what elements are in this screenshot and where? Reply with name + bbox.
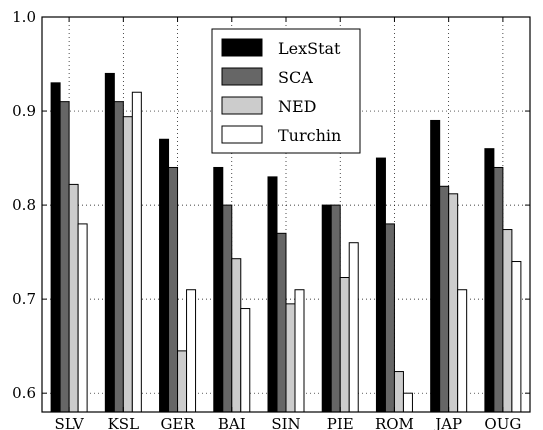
legend-swatch-sca bbox=[221, 67, 263, 86]
bar-ned-rom bbox=[393, 371, 404, 413]
bar-sca-rom bbox=[384, 223, 395, 413]
bar-ned-slv bbox=[68, 183, 79, 413]
bar-ned-oug bbox=[502, 229, 513, 413]
y-tick-label: 0.7 bbox=[12, 290, 36, 308]
bar-lexstat-pie bbox=[321, 204, 332, 413]
bar-lexstat-ger bbox=[159, 138, 170, 413]
bar-sca-ger bbox=[168, 166, 179, 413]
bar-sca-pie bbox=[330, 204, 341, 413]
bar-sca-slv bbox=[59, 101, 70, 413]
bar-ned-pie bbox=[339, 277, 350, 413]
legend-swatch-ned bbox=[221, 96, 263, 115]
bar-turchin-ger bbox=[186, 289, 197, 413]
legend-swatch-lexstat bbox=[221, 38, 263, 57]
bar-turchin-slv bbox=[77, 223, 88, 413]
legend-label-turchin: Turchin bbox=[278, 126, 341, 145]
bar-turchin-ksl bbox=[131, 91, 142, 413]
x-tick-label: KSL bbox=[108, 415, 139, 430]
y-tick-label: 0.8 bbox=[12, 196, 36, 214]
legend-label-lexstat: LexStat bbox=[278, 39, 341, 58]
bar-lexstat-slv bbox=[50, 82, 61, 413]
x-tick-label: JAP bbox=[433, 415, 462, 430]
legend-label-ned: NED bbox=[278, 97, 317, 116]
bar-turchin-oug bbox=[511, 261, 522, 413]
x-tick-label: OUG bbox=[484, 415, 521, 430]
legend-swatch-turchin bbox=[221, 125, 263, 144]
bar-lexstat-jap bbox=[430, 119, 441, 413]
bar-sca-oug bbox=[493, 166, 504, 413]
bar-lexstat-ksl bbox=[104, 72, 115, 413]
bar-turchin-jap bbox=[457, 289, 468, 413]
bar-ned-sin bbox=[285, 303, 296, 413]
bar-lexstat-bai bbox=[213, 166, 224, 413]
bar-sca-ksl bbox=[113, 101, 124, 413]
bar-lexstat-sin bbox=[267, 176, 278, 413]
x-tick-label: PIE bbox=[327, 415, 354, 430]
bar-ned-bai bbox=[231, 258, 242, 413]
bar-lexstat-rom bbox=[375, 157, 386, 413]
bar-turchin-rom bbox=[402, 392, 413, 413]
bar-sca-sin bbox=[276, 232, 287, 413]
bar-ned-jap bbox=[448, 193, 459, 413]
bar-turchin-bai bbox=[240, 308, 251, 413]
bar-turchin-pie bbox=[348, 242, 359, 413]
y-tick-label: 0.9 bbox=[12, 102, 36, 120]
x-tick-label: SLV bbox=[54, 415, 84, 430]
y-tick-label: 0.6 bbox=[12, 384, 36, 402]
x-tick-label: GER bbox=[160, 415, 195, 430]
x-tick-label: BAI bbox=[218, 415, 246, 430]
legend-label-sca: SCA bbox=[278, 68, 313, 87]
bar-ned-ger bbox=[177, 350, 188, 413]
y-tick-label: 1.0 bbox=[12, 8, 36, 26]
bar-turchin-sin bbox=[294, 289, 305, 413]
x-tick-label: SIN bbox=[271, 415, 300, 430]
bar-ned-ksl bbox=[122, 116, 133, 413]
x-tick-label: ROM bbox=[375, 415, 414, 430]
bar-sca-bai bbox=[222, 204, 233, 413]
bar-lexstat-oug bbox=[484, 148, 495, 413]
bar-sca-jap bbox=[439, 185, 450, 413]
